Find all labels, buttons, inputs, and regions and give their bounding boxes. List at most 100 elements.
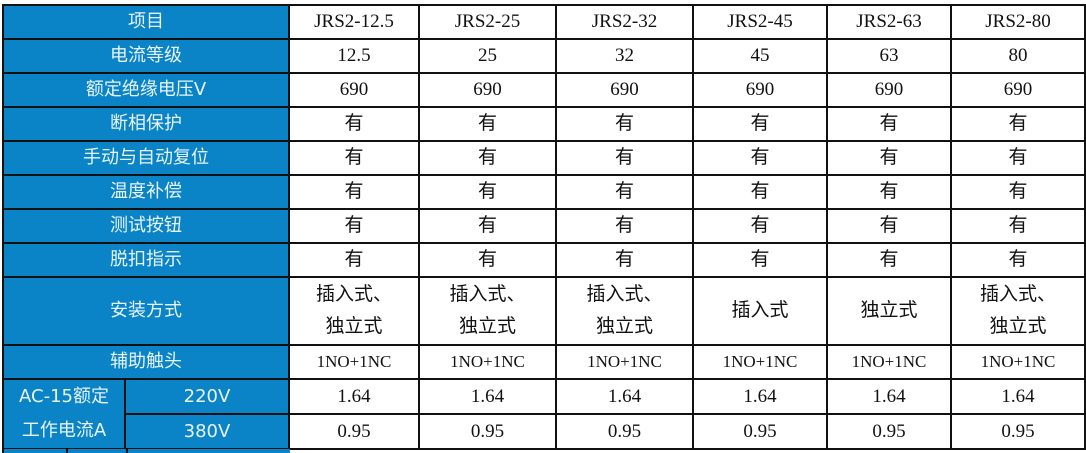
model-header: JRS2-32 — [555, 4, 694, 40]
spec-row: 断相保护有有有有有有 — [2, 106, 1086, 142]
cell: 690 — [555, 72, 694, 108]
cell-line: 独立式 — [458, 316, 516, 337]
cell: 690 — [826, 72, 952, 108]
cell: 有 — [418, 208, 557, 244]
spec-row: 额定绝缘电压V 690 690 690 690 690 690 — [2, 72, 1086, 108]
row-label: 安装方式 — [2, 276, 290, 346]
cell: 1NO+1NC — [555, 344, 694, 380]
row-label: 手动与自动复位 — [2, 140, 290, 176]
cell: 有 — [418, 140, 557, 176]
model-header: JRS2-80 — [950, 4, 1086, 40]
spec-row: 测试按钮有有有有有有 — [2, 208, 1086, 244]
cell: 1NO+1NC — [692, 344, 828, 380]
cell: 有 — [950, 174, 1086, 210]
cell: 有 — [950, 140, 1086, 176]
cell: 有 — [692, 140, 828, 176]
next-row-partial — [2, 449, 290, 453]
aux-row: 辅助触头 1NO+1NC 1NO+1NC 1NO+1NC 1NO+1NC 1NO… — [2, 344, 1086, 380]
cell: 有 — [692, 208, 828, 244]
cell: 1.64 — [692, 378, 828, 415]
cell: 1NO+1NC — [418, 344, 557, 380]
cell: 690 — [692, 72, 828, 108]
cell: 1NO+1NC — [826, 344, 952, 380]
cell: 有 — [288, 140, 420, 176]
cell-line: 插入式、 — [315, 284, 392, 305]
header-row: 项目 JRS2-12.5 JRS2-25 JRS2-32 JRS2-45 JRS… — [2, 4, 1086, 40]
row-label: 电流等级 — [2, 38, 290, 74]
cell-line: 独立式 — [325, 316, 383, 337]
cell: 690 — [288, 72, 420, 108]
voltage-label: 380V — [124, 413, 290, 450]
cell: 1.64 — [555, 378, 694, 415]
cell-line: 独立式 — [595, 316, 653, 337]
row-label: 脱扣指示 — [2, 242, 290, 278]
cell: 0.95 — [950, 413, 1086, 450]
cell: 0.95 — [692, 413, 828, 450]
cell: 有 — [692, 242, 828, 278]
cell: 0.95 — [288, 413, 420, 450]
cell: 有 — [692, 174, 828, 210]
cell: 0.95 — [826, 413, 952, 450]
cell: 有 — [826, 140, 952, 176]
cell-line: 插入式、 — [586, 284, 663, 305]
cell-line: 插入式、 — [449, 284, 526, 305]
model-header: JRS2-45 — [692, 4, 828, 40]
ac15-row-220: AC-15额定 工作电流A 220V 1.64 1.64 1.64 1.64 1.… — [2, 378, 1086, 450]
cell: 1.64 — [418, 378, 557, 415]
cell: 45 — [692, 38, 828, 74]
cell: 有 — [555, 106, 694, 142]
cell: 有 — [950, 242, 1086, 278]
ac15-label-line: AC-15额定 — [19, 386, 109, 407]
cell: 有 — [826, 208, 952, 244]
cell: 有 — [418, 242, 557, 278]
cell: 插入式、 独立式 — [950, 276, 1086, 346]
cell: 有 — [826, 174, 952, 210]
cell: 有 — [288, 174, 420, 210]
cell: 有 — [288, 106, 420, 142]
ac15-label-line: 工作电流A — [21, 420, 107, 441]
row-label: 断相保护 — [2, 106, 290, 142]
ac15-row-380: 380V 0.95 0.95 0.95 0.95 0.95 0.95 — [3, 413, 1086, 450]
cell: 插入式、 独立式 — [288, 276, 420, 346]
cell: 有 — [555, 174, 694, 210]
cell: 有 — [692, 106, 828, 142]
voltage-label: 220V — [124, 378, 290, 415]
cell: 1NO+1NC — [288, 344, 420, 380]
cell: 0.95 — [555, 413, 694, 450]
spec-row: 脱扣指示有有有有有有 — [2, 242, 1086, 278]
row-label: 额定绝缘电压V — [2, 72, 290, 108]
model-header: JRS2-25 — [418, 4, 557, 40]
cell: 80 — [950, 38, 1086, 74]
row-label: 温度补偿 — [2, 174, 290, 210]
cell: 有 — [418, 174, 557, 210]
model-header: JRS2-12.5 — [288, 4, 420, 40]
spec-row: 手动与自动复位有有有有有有 — [2, 140, 1086, 176]
spec-table: 项目 JRS2-12.5 JRS2-25 JRS2-32 JRS2-45 JRS… — [2, 4, 1086, 450]
cell: 插入式、 独立式 — [418, 276, 557, 346]
cell: 0.95 — [418, 413, 557, 450]
cell: 690 — [950, 72, 1086, 108]
cell: 有 — [418, 106, 557, 142]
install-row: 安装方式 插入式、 独立式 插入式、 独立式 插入式、 独立式 插入式 独立式 插入式… — [2, 276, 1086, 346]
row-label: 辅助触头 — [2, 344, 290, 380]
cell: 1.64 — [288, 378, 420, 415]
spec-row: 温度补偿有有有有有有 — [2, 174, 1086, 210]
cell: 有 — [826, 242, 952, 278]
cell: 有 — [826, 106, 952, 142]
cell: 插入式 — [692, 276, 828, 346]
cell: 插入式、 独立式 — [555, 276, 694, 346]
model-header: JRS2-63 — [826, 4, 952, 40]
cell: 1.64 — [950, 378, 1086, 415]
cell-line: 独立式 — [989, 316, 1047, 337]
cell: 690 — [418, 72, 557, 108]
ac15-label: AC-15额定 工作电流A — [2, 378, 126, 450]
cell: 25 — [418, 38, 557, 74]
cell: 32 — [555, 38, 694, 74]
cell: 有 — [950, 208, 1086, 244]
cell: 有 — [288, 242, 420, 278]
cell: 独立式 — [826, 276, 952, 346]
cell: 有 — [950, 106, 1086, 142]
cell: 12.5 — [288, 38, 420, 74]
cell: 63 — [826, 38, 952, 74]
cell: 有 — [288, 208, 420, 244]
